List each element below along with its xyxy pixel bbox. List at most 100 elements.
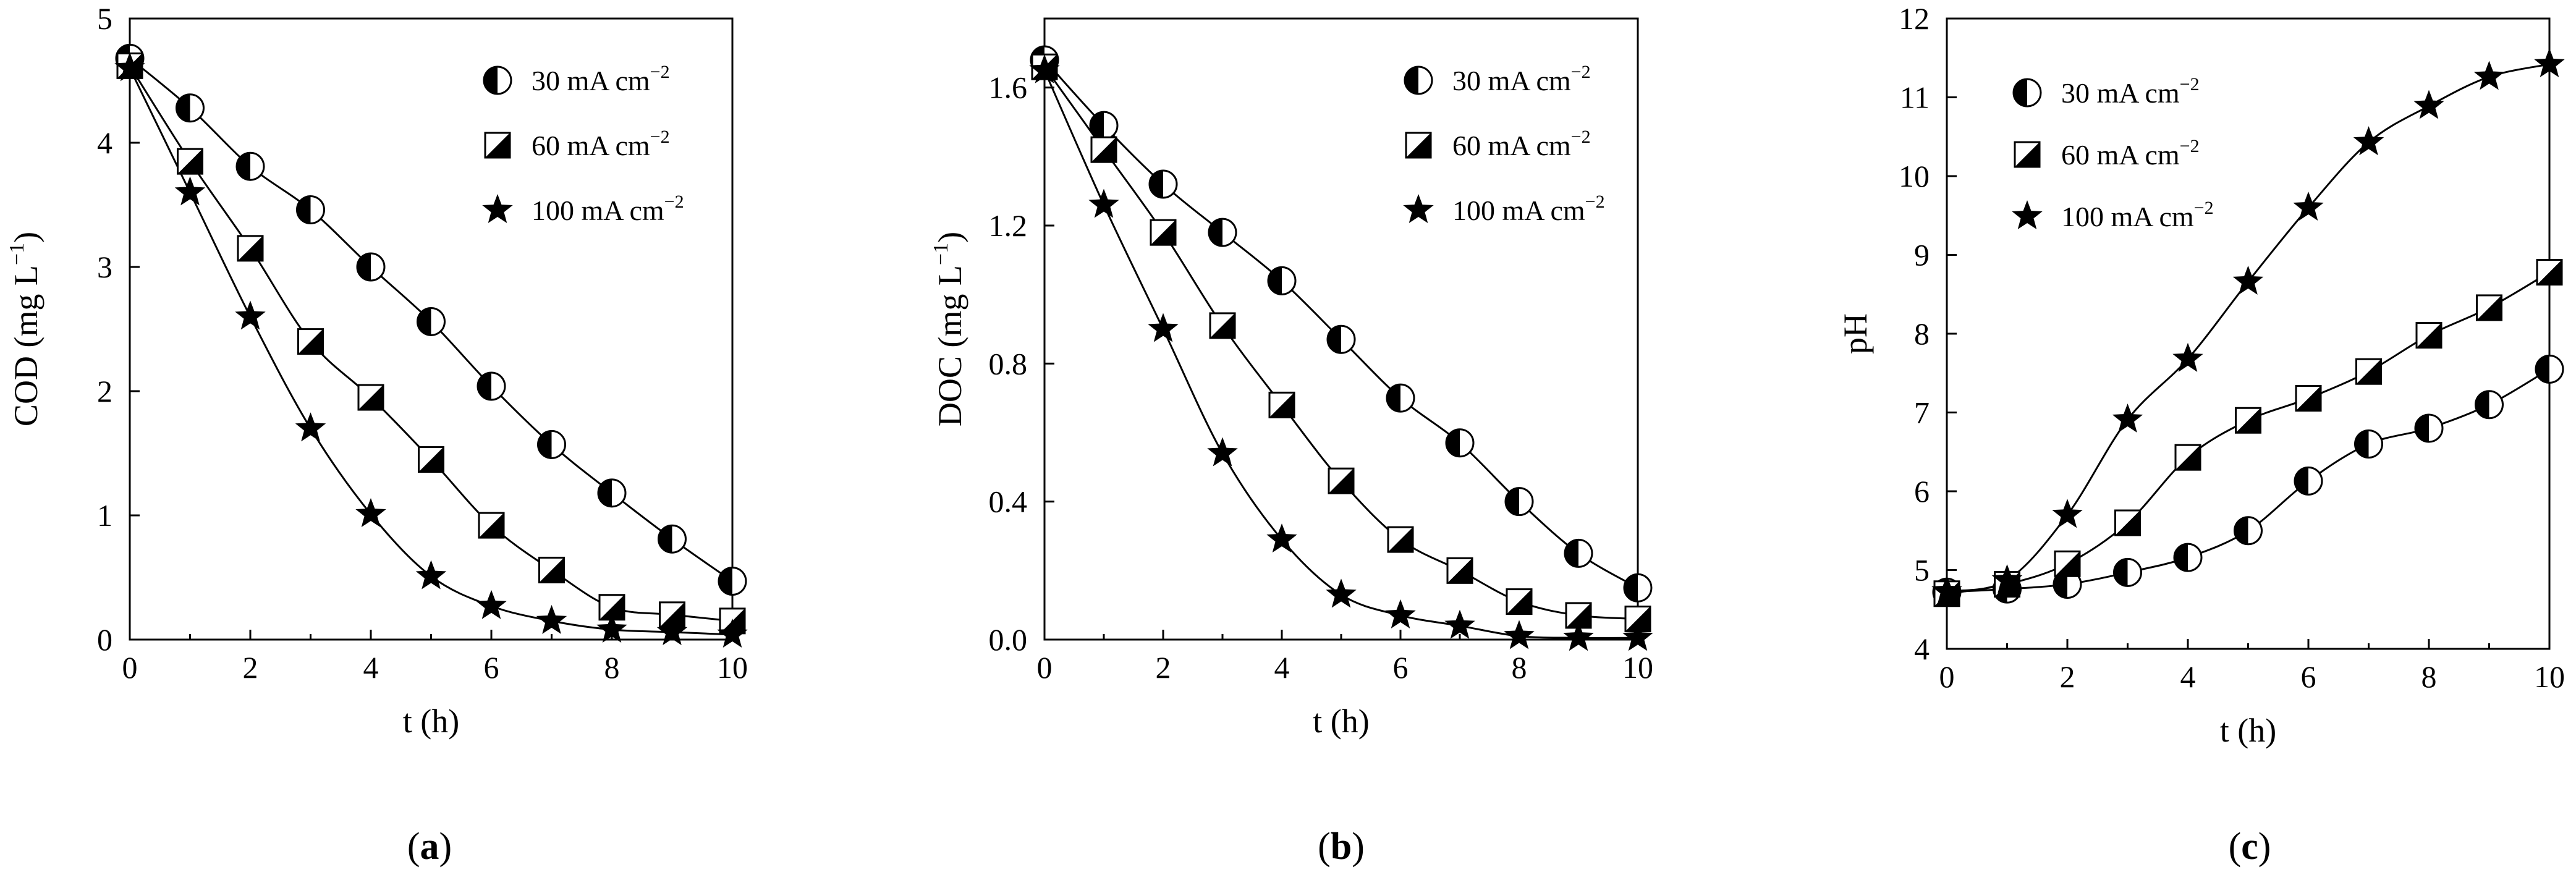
data-point-square-half — [2174, 444, 2201, 471]
y-axis-label: DOC (mg L−1) — [930, 232, 968, 426]
data-point-square-half — [418, 446, 444, 473]
data-point-circle-half — [2535, 354, 2564, 384]
y-tick-label: 11 — [1900, 80, 1930, 115]
legend-marker-circle-half — [1404, 66, 1433, 95]
caption-letter: a — [420, 826, 439, 868]
y-tick-label: 0.0 — [989, 622, 1028, 657]
y-tick-label: 12 — [1899, 1, 1930, 36]
y-tick-label: 9 — [1914, 238, 1930, 273]
marker-square-fill — [1091, 137, 1116, 163]
data-point-circle-half — [2113, 557, 2142, 587]
data-point-square-half — [1506, 588, 1533, 615]
data-point-star — [2232, 265, 2264, 295]
x-tick-label: 4 — [1274, 650, 1290, 685]
legend-marker-square-half — [484, 132, 511, 159]
x-axis-label: t (h) — [1313, 703, 1369, 740]
marker-square-fill — [539, 557, 564, 583]
marker-circle-fill — [1090, 112, 1104, 140]
plot-frame — [1946, 17, 2551, 650]
legend-label-base: 100 mA cm — [532, 195, 664, 226]
marker-square-fill — [238, 235, 263, 261]
legend-label: 30 mA cm−2 — [2061, 74, 2200, 109]
legend-marker-circle-half — [483, 66, 512, 95]
y-tick-label: 0 — [97, 622, 112, 657]
panel-caption: (c) — [2229, 826, 2271, 868]
data-point-square-half — [2235, 407, 2261, 434]
legend-label: 30 mA cm−2 — [1452, 62, 1591, 96]
data-point-star — [415, 560, 447, 590]
data-point-square-half — [177, 148, 203, 175]
data-point-square-half — [357, 384, 384, 411]
data-point-circle-half — [2173, 543, 2203, 572]
marker-square-fill — [1269, 392, 1294, 418]
legend-label-base: 60 mA cm — [2061, 139, 2180, 171]
legend-label-sup: −2 — [1571, 62, 1591, 82]
data-point-circle-half — [658, 524, 687, 554]
y-tick-label: 1.6 — [989, 70, 1028, 105]
marker-circle-fill — [2234, 517, 2248, 544]
y-axis-label: pH — [1837, 313, 1874, 354]
x-tick-label: 0 — [1939, 659, 1955, 694]
y-tick-label: 0.8 — [989, 346, 1028, 381]
legend-label-sup: −2 — [664, 192, 684, 212]
caption-close: ) — [439, 826, 452, 868]
y-tick-label: 1.2 — [989, 208, 1028, 243]
marker-square-fill — [2356, 359, 2381, 384]
data-point-circle-half — [1267, 266, 1297, 295]
marker-square-fill — [2417, 323, 2441, 348]
data-point-circle-half — [1623, 573, 1653, 603]
y-tick-label: 1 — [97, 498, 112, 533]
caption-letter: c — [2241, 826, 2258, 868]
x-tick-label: 6 — [484, 650, 499, 685]
legend-label-base: 100 mA cm — [1452, 195, 1585, 226]
x-tick-label: 2 — [243, 650, 258, 685]
marker-square-fill — [418, 447, 444, 472]
marker-circle-fill — [1565, 539, 1578, 567]
data-point-star — [2172, 342, 2203, 372]
y-axis-label-base: COD (mg L — [7, 265, 44, 426]
marker-circle-fill — [484, 67, 498, 94]
data-point-star — [1207, 437, 1238, 467]
y-axis-label-sup: −1 — [930, 243, 952, 265]
data-point-circle-half — [1148, 169, 1178, 199]
data-point-star — [1444, 609, 1475, 639]
data-point-circle-half — [537, 429, 566, 459]
marker-circle-fill — [2114, 559, 2128, 586]
marker-square-fill — [2235, 408, 2261, 433]
marker-circle-fill — [1506, 488, 1519, 515]
caption-open: ( — [2229, 826, 2242, 868]
marker-circle-fill — [1268, 267, 1282, 295]
marker-square-fill — [2476, 295, 2502, 320]
data-point-square-half — [237, 235, 264, 262]
legend-label-base: 60 mA cm — [1452, 130, 1571, 161]
x-axis-label: t (h) — [403, 703, 459, 740]
data-point-star — [1326, 578, 1357, 608]
data-point-star — [1991, 564, 2023, 594]
legend-label: 60 mA cm−2 — [1452, 127, 1591, 161]
legend-label-base: 30 mA cm — [2061, 77, 2180, 109]
data-point-square-half — [2295, 385, 2322, 412]
marker-circle-fill — [2475, 391, 2489, 418]
marker-square-fill — [2176, 445, 2200, 470]
y-tick-label: 10 — [1899, 159, 1930, 193]
data-point-circle-half — [718, 567, 747, 596]
legend-marker-circle-half — [2012, 78, 2042, 108]
data-point-circle-half — [1089, 111, 1119, 140]
panel-caption: (a) — [407, 826, 452, 868]
y-tick-label: 7 — [1914, 395, 1930, 430]
data-point-star — [2473, 61, 2505, 90]
marker-circle-fill — [2536, 355, 2549, 383]
y-axis-label-end: ) — [931, 232, 968, 243]
y-axis-label-base: DOC (mg L — [931, 265, 968, 426]
y-tick-label: 5 — [97, 1, 112, 36]
data-point-square-half — [478, 512, 505, 539]
legend-label-sup: −2 — [650, 62, 670, 82]
data-point-circle-half — [356, 252, 386, 282]
legend-label-sup: −2 — [650, 127, 670, 147]
data-point-star — [1029, 54, 1060, 83]
legend-label-base: 100 mA cm — [2061, 201, 2194, 232]
data-point-star — [1148, 313, 1179, 342]
data-point-star — [536, 604, 567, 634]
caption-close: ) — [2258, 826, 2271, 868]
